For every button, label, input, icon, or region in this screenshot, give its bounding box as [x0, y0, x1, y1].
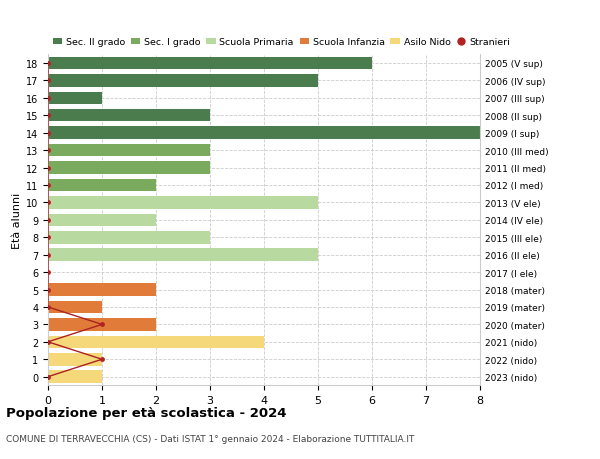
Bar	[48, 336, 264, 348]
Bar	[48, 319, 156, 331]
Bar	[48, 231, 210, 244]
Legend: Sec. II grado, Sec. I grado, Scuola Primaria, Scuola Infanzia, Asilo Nido, Stran: Sec. II grado, Sec. I grado, Scuola Prim…	[53, 38, 510, 47]
Bar	[48, 110, 210, 122]
Bar	[48, 301, 102, 313]
Text: Popolazione per età scolastica - 2024: Popolazione per età scolastica - 2024	[6, 406, 287, 419]
Bar	[48, 75, 318, 87]
Text: COMUNE DI TERRAVECCHIA (CS) - Dati ISTAT 1° gennaio 2024 - Elaborazione TUTTITAL: COMUNE DI TERRAVECCHIA (CS) - Dati ISTAT…	[6, 434, 415, 443]
Bar	[48, 92, 102, 105]
Bar	[48, 145, 210, 157]
Bar	[48, 162, 210, 174]
Bar	[48, 214, 156, 227]
Bar	[48, 57, 372, 70]
Bar	[48, 284, 156, 296]
Bar	[48, 179, 156, 192]
Bar	[48, 196, 318, 209]
Bar	[48, 353, 102, 366]
Bar	[48, 370, 102, 383]
Y-axis label: Età alunni: Età alunni	[12, 192, 22, 248]
Bar	[48, 127, 480, 140]
Bar	[48, 249, 318, 261]
